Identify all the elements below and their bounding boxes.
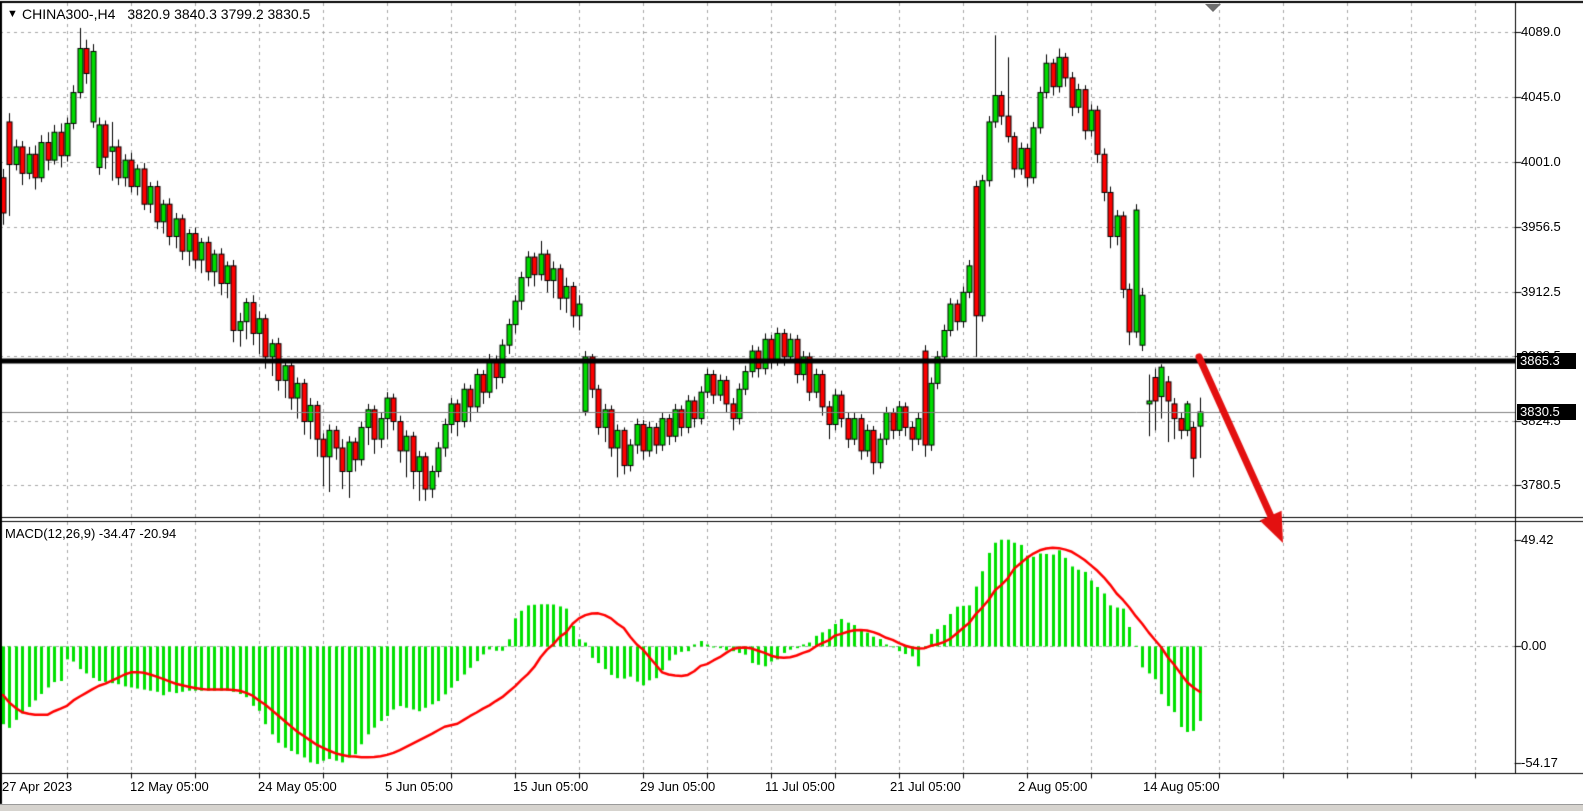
- macd-axis-label: 49.42: [1521, 531, 1554, 547]
- time-axis-label: 24 May 05:00: [258, 779, 337, 794]
- time-axis-label: 5 Jun 05:00: [385, 779, 453, 794]
- macd-axis-label: 0.00: [1521, 638, 1547, 654]
- time-axis-label: 15 Jun 05:00: [513, 779, 589, 794]
- price-axis-label: 4001.0: [1521, 153, 1561, 169]
- macd-axis-label: -54.17: [1521, 755, 1558, 771]
- hline-price-tag: 3865.3: [1517, 352, 1576, 369]
- chart-title: CHINA300-,H4 3820.9 3840.3 3799.2 3830.5: [22, 7, 310, 22]
- time-axis-label: 21 Jul 05:00: [890, 779, 961, 794]
- time-axis-label: 27 Apr 2023: [2, 779, 73, 794]
- price-axis-label: 4089.0: [1521, 24, 1561, 40]
- time-axis-label: 14 Aug 05:00: [1143, 779, 1220, 794]
- time-axis-label: 2 Aug 05:00: [1018, 779, 1088, 794]
- time-axis-label: 12 May 05:00: [130, 779, 209, 794]
- chart-title-ohlc: 3820.9 3840.3 3799.2 3830.5: [127, 6, 311, 22]
- macd-indicator-label: MACD(12,26,9) -34.47 -20.94: [5, 526, 177, 541]
- current-price-tag: 3830.5: [1517, 403, 1576, 420]
- chart-title-symbol: CHINA300-,H4: [22, 6, 116, 22]
- price-axis-label: 3912.5: [1521, 283, 1561, 299]
- chart-shift-marker-icon[interactable]: [1205, 4, 1221, 12]
- time-axis-label: 29 Jun 05:00: [640, 779, 716, 794]
- price-axis-label: 3780.5: [1521, 477, 1561, 493]
- price-axis-label: 3956.5: [1521, 218, 1561, 234]
- price-axis-label: 4045.0: [1521, 88, 1561, 104]
- time-axis-label: 11 Jul 05:00: [765, 779, 835, 794]
- symbol-dropdown-icon[interactable]: ▼: [7, 8, 18, 20]
- window-bottom-edge: [0, 804, 1583, 811]
